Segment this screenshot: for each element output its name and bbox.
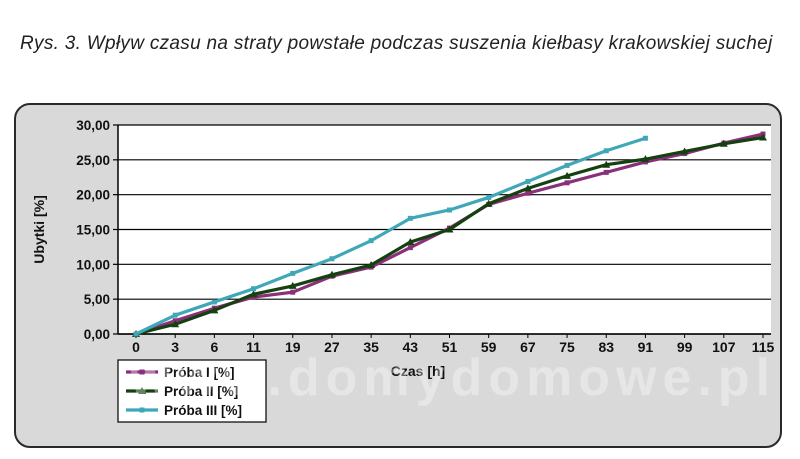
x-tick-label: 35 bbox=[363, 339, 379, 355]
x-tick-label: 6 bbox=[210, 339, 218, 355]
series-2-point bbox=[523, 184, 532, 192]
series-3-point bbox=[447, 207, 452, 213]
series-3-point bbox=[172, 312, 178, 318]
y-tick-label: 30,00 bbox=[76, 118, 110, 133]
x-tick-label: 91 bbox=[638, 339, 654, 355]
x-tick-label: 75 bbox=[559, 339, 575, 355]
series-2-point bbox=[327, 270, 336, 278]
x-tick-label: 0 bbox=[132, 339, 140, 355]
series-1-point bbox=[407, 245, 413, 251]
x-tick-label: 27 bbox=[324, 339, 340, 355]
x-tick-label: 83 bbox=[598, 339, 614, 355]
y-tick-label: 15,00 bbox=[76, 223, 110, 238]
y-axis-title: Ubytki [%] bbox=[31, 195, 47, 263]
series-1-point bbox=[603, 169, 609, 175]
y-tick-label: 10,00 bbox=[76, 257, 110, 272]
series-3-point bbox=[486, 194, 492, 200]
series-3-point bbox=[407, 215, 413, 221]
series-2-point bbox=[249, 290, 258, 298]
series-3-point bbox=[564, 162, 570, 168]
series-2-point bbox=[641, 155, 650, 163]
series-1-point bbox=[525, 190, 531, 196]
legend-label-2: Próba II [%] bbox=[164, 384, 238, 399]
y-tick-label: 20,00 bbox=[76, 188, 110, 203]
series-3-point bbox=[290, 270, 296, 276]
x-tick-label: 115 bbox=[752, 339, 775, 355]
series-2-point bbox=[171, 320, 180, 328]
series-2-point bbox=[563, 171, 572, 179]
legend-marker-3 bbox=[139, 407, 145, 413]
x-tick-label: 51 bbox=[442, 339, 458, 355]
series-2-point bbox=[210, 306, 219, 314]
series-1-point bbox=[564, 180, 570, 186]
series-2-point bbox=[367, 261, 376, 269]
x-tick-label: 43 bbox=[403, 339, 419, 355]
series-3-point bbox=[133, 331, 139, 337]
series-3-point bbox=[329, 256, 335, 262]
series-3-point bbox=[642, 135, 648, 141]
series-2-point bbox=[484, 199, 493, 207]
series-2-point bbox=[445, 225, 454, 233]
x-tick-label: 99 bbox=[677, 339, 693, 355]
series-3-point bbox=[603, 148, 609, 154]
legend-label-1: Próba I [%] bbox=[164, 365, 235, 380]
x-tick-label: 107 bbox=[712, 339, 736, 355]
figure-caption: Rys. 3. Wpływ czasu na straty powstałe p… bbox=[20, 33, 773, 54]
series-3-point bbox=[251, 286, 257, 292]
x-tick-label: 19 bbox=[285, 339, 301, 355]
series-1-point bbox=[290, 289, 296, 295]
series-line-3 bbox=[135, 136, 646, 336]
y-tick-label: 0,00 bbox=[84, 327, 110, 342]
series-3-point bbox=[368, 238, 374, 244]
series-2-point bbox=[288, 281, 297, 289]
series-2-point bbox=[759, 133, 767, 141]
x-axis-title: Czas [h] bbox=[391, 363, 445, 379]
legend-marker-1 bbox=[139, 369, 145, 375]
series-2-point bbox=[406, 238, 415, 246]
series-2-point bbox=[602, 160, 611, 168]
y-tick-label: 25,00 bbox=[76, 153, 110, 168]
x-tick-label: 59 bbox=[481, 339, 497, 355]
legend-label-3: Próba III [%] bbox=[164, 403, 242, 418]
series-2-point bbox=[719, 139, 728, 147]
x-tick-label: 11 bbox=[246, 339, 261, 355]
series-3-point bbox=[525, 178, 531, 184]
x-tick-label: 67 bbox=[520, 339, 536, 355]
series-3-point bbox=[211, 299, 217, 305]
legend-marker-2 bbox=[138, 387, 146, 394]
series-2-point bbox=[680, 147, 689, 155]
x-tick-label: 3 bbox=[171, 339, 179, 355]
y-tick-label: 5,00 bbox=[84, 292, 110, 307]
